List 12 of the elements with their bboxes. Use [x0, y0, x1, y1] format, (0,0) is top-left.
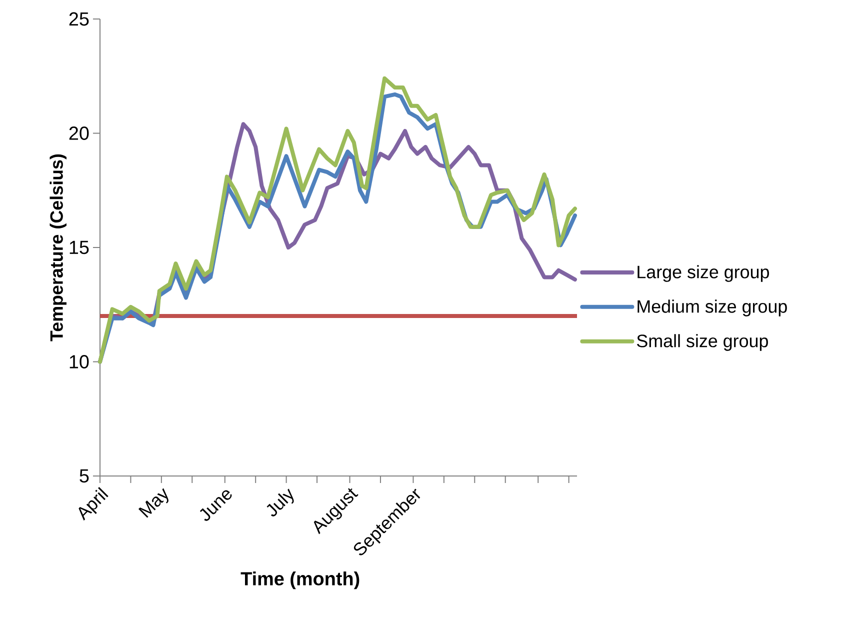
y-tick-label: 10: [70, 355, 89, 368]
y-tick-label: 20: [69, 126, 89, 140]
legend-label: Large size group: [638, 265, 769, 282]
x-axis-title: Time (month): [240, 572, 360, 590]
y-tick-label: 5: [80, 469, 89, 483]
y-axis-title: Temperature (Celsius): [50, 154, 66, 342]
x-tick-label: May: [138, 488, 168, 518]
legend-label: Small size group: [637, 334, 768, 351]
legend-label: Medium size group: [638, 300, 787, 316]
y-tick-label: 15: [70, 240, 89, 254]
x-tick-label: July: [266, 488, 294, 516]
y-tick-label: 25: [69, 12, 89, 26]
